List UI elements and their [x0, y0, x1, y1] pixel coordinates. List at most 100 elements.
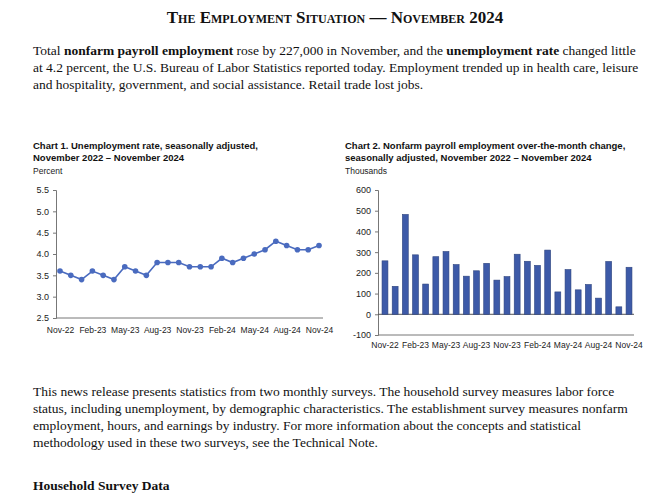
y-tick-mark: [53, 254, 56, 255]
y-tick-mark: [53, 318, 56, 319]
x-tick: Feb-23: [402, 335, 429, 350]
x-tick: Aug-23: [144, 318, 172, 335]
y-tick-mark: [375, 335, 378, 336]
bold-text: nonfarm payroll employment: [64, 43, 233, 58]
y-tick: 3.5: [36, 271, 56, 281]
bar: [575, 290, 581, 314]
x-tick: May-23: [111, 318, 140, 335]
marker: [262, 247, 268, 253]
x-axis: Nov-22Feb-23May-23Aug-23Nov-23Feb-24May-…: [371, 335, 643, 350]
y-tick: 600: [356, 185, 378, 195]
bar: [453, 265, 459, 315]
y-tick: 500: [356, 206, 378, 216]
x-tick: Feb-23: [79, 318, 106, 335]
x-tick-label: Aug-24: [585, 340, 613, 350]
marker: [208, 264, 214, 270]
x-tick-label: May-23: [432, 340, 461, 350]
marker: [68, 273, 74, 279]
y-tick: 3.0: [36, 292, 56, 302]
section-heading: Household Survey Data: [33, 478, 170, 494]
bar: [524, 261, 530, 314]
marker: [273, 238, 279, 244]
x-tick: Aug-24: [273, 318, 301, 335]
y-tick-label: 5.0: [36, 207, 49, 217]
marker: [122, 264, 128, 270]
x-tick-label: Nov-23: [493, 340, 521, 350]
marker: [284, 243, 290, 249]
y-tick-label: 2.5: [36, 313, 49, 323]
x-tick-label: May-24: [554, 340, 583, 350]
marker: [90, 268, 96, 274]
marker: [133, 268, 139, 274]
y-tick-label: 3.0: [36, 292, 49, 302]
marker: [230, 260, 236, 266]
x-tick-label: Nov-24: [615, 340, 643, 350]
y-tick: 5.0: [36, 207, 56, 217]
x-tick: Feb-24: [209, 318, 236, 335]
y-tick: 4.0: [36, 249, 56, 259]
bar: [423, 284, 429, 314]
marker: [57, 268, 63, 274]
x-tick-label: Nov-24: [306, 325, 334, 335]
marker: [251, 251, 257, 257]
marker: [176, 260, 182, 266]
x-tick-label: Feb-24: [209, 325, 236, 335]
x-tick-label: Nov-22: [47, 325, 75, 335]
marker: [165, 260, 171, 266]
x-tick-label: Aug-23: [144, 325, 172, 335]
y-axis-label: Percent: [33, 166, 63, 176]
x-tick: Nov-22: [47, 318, 75, 335]
x-tick: May-24: [554, 335, 583, 350]
x-tick-label: Feb-23: [79, 325, 106, 335]
y-tick-mark: [53, 233, 56, 234]
bar: [463, 276, 469, 314]
y-tick-label: 4.5: [36, 228, 49, 238]
marker: [241, 255, 247, 261]
bar: [535, 265, 541, 314]
y-tick: 5.5: [36, 185, 56, 195]
y-tick-mark: [53, 211, 56, 212]
bar: [616, 307, 622, 314]
y-tick-mark: [375, 231, 378, 232]
y-tick: 100: [356, 289, 378, 299]
x-axis: Nov-22 Feb-23 May-23 Aug-23 Nov-23 Feb-24 May-…: [47, 318, 334, 335]
y-tick-mark: [375, 294, 378, 295]
intro-paragraph: Total nonfarm payroll employment rose by…: [33, 42, 645, 93]
plot-area: [378, 214, 634, 314]
y-axis: 2.5 3.0 3.5 4.0 4.5 5.0 5.5: [36, 185, 56, 323]
marker: [100, 273, 106, 279]
x-axis-line: [378, 335, 634, 336]
line: [60, 241, 319, 279]
x-tick: Nov-24: [615, 335, 643, 350]
bar: [494, 280, 500, 314]
x-tick-label: May-24: [241, 325, 270, 335]
chart-title: Chart 1. Unemployment rate, seasonally a…: [33, 140, 258, 164]
chart: Thousands-1000100200300400500600Nov-22Fe…: [345, 166, 643, 350]
x-tick-label: Feb-24: [524, 340, 551, 350]
y-tick-label: 600: [356, 185, 371, 195]
y-tick: 300: [356, 248, 378, 258]
x-tick: Nov-23: [176, 318, 204, 335]
x-tick-label: Feb-23: [402, 340, 429, 350]
marker: [79, 277, 85, 283]
marker: [187, 264, 193, 270]
marker: [305, 247, 311, 253]
marker: [197, 264, 203, 270]
y-tick-label: 3.5: [36, 271, 49, 281]
marker: [111, 277, 117, 283]
bar: [545, 250, 551, 314]
text: Total: [33, 43, 64, 58]
marker: [219, 255, 225, 261]
y-axis: -1000100200300400500600: [353, 185, 379, 340]
bar: [402, 214, 408, 314]
x-tick: May-24: [241, 318, 270, 335]
bar: [585, 284, 591, 314]
bold-text: unemployment rate: [446, 43, 559, 58]
x-tick-label: Nov-23: [176, 325, 204, 335]
x-tick-label: Aug-23: [463, 340, 491, 350]
y-tick-label: 4.0: [36, 249, 49, 259]
y-tick-mark: [375, 273, 378, 274]
bar: [555, 292, 561, 314]
y-axis-label: Thousands: [345, 166, 387, 176]
body-paragraph: This news release presents statistics fr…: [33, 383, 645, 451]
